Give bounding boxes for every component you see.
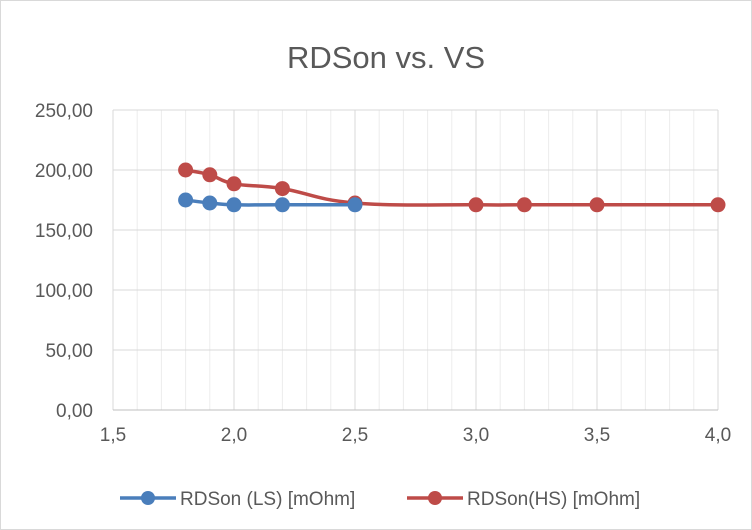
legend-marker-0 — [141, 491, 155, 505]
x-tick-label: 3,0 — [463, 425, 489, 446]
data-point — [178, 192, 194, 208]
y-tick-label: 200,00 — [35, 161, 93, 182]
data-point — [710, 197, 726, 213]
x-tick-label: 1,5 — [100, 425, 126, 446]
x-tick-label: 3,5 — [584, 425, 610, 446]
y-tick-label: 0,00 — [56, 401, 93, 422]
series-line-1 — [183, 168, 720, 207]
legend-label-1: RDSon(HS) [mOhm] — [467, 489, 640, 510]
data-point — [516, 197, 532, 213]
chart-title: RDSon vs. VS — [287, 40, 485, 75]
legend-label-0: RDSon (LS) [mOhm] — [180, 489, 355, 510]
data-point — [202, 167, 218, 183]
series-layer — [178, 162, 726, 213]
legend-marker-1 — [428, 491, 442, 505]
data-point — [589, 197, 605, 213]
y-tick-label: 250,00 — [35, 101, 93, 122]
x-tick-label: 4,0 — [705, 425, 731, 446]
data-point — [468, 197, 484, 213]
data-point — [347, 197, 363, 213]
y-tick-label: 100,00 — [35, 281, 93, 302]
grid-lines — [112, 109, 719, 411]
x-tick-label: 2,0 — [221, 425, 247, 446]
data-point — [226, 176, 242, 192]
x-tick-label: 2,5 — [342, 425, 368, 446]
y-tick-label: 150,00 — [35, 221, 93, 242]
data-point — [226, 197, 242, 213]
data-point — [178, 162, 194, 178]
data-point — [274, 181, 290, 197]
tick-labels: 1,5 2,0 2,5 3,0 3,5 4,0 0,00 50,00 100,00 150,00 2… — [35, 101, 731, 446]
data-point — [274, 197, 290, 213]
data-point — [202, 195, 218, 211]
y-tick-label: 50,00 — [45, 341, 93, 362]
legend: RDSon (LS) [mOhm] RDSon(HS) [mOhm] — [120, 489, 640, 510]
